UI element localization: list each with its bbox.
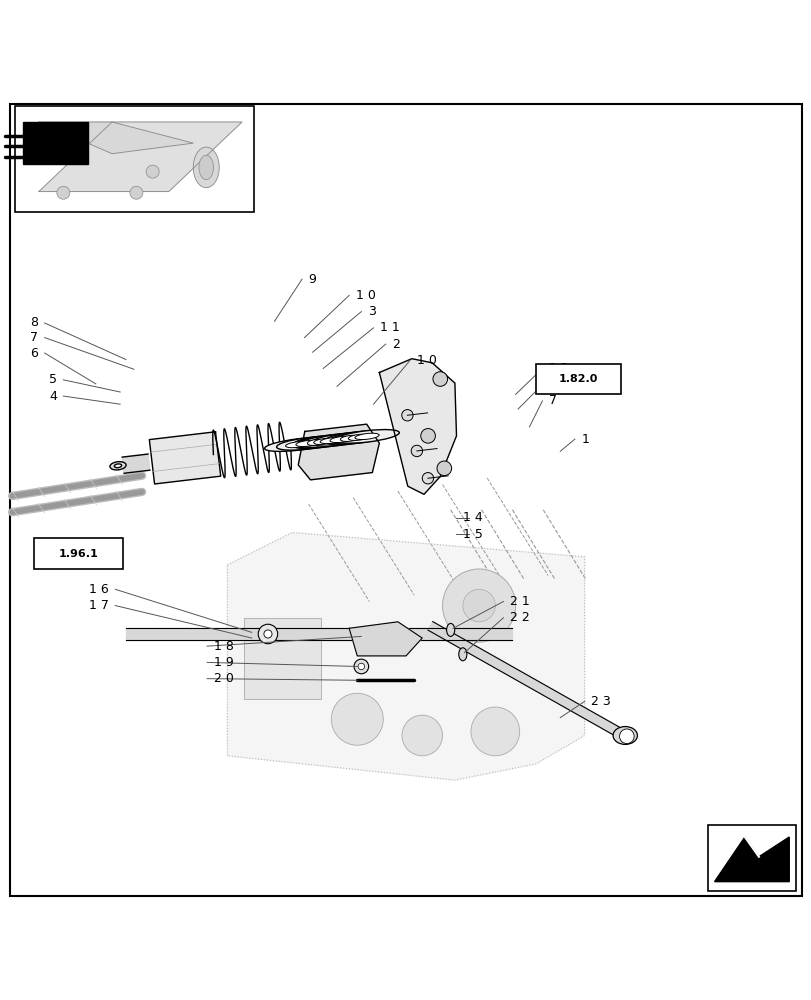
Circle shape <box>442 569 515 642</box>
Circle shape <box>331 693 383 745</box>
Ellipse shape <box>114 464 122 468</box>
Ellipse shape <box>354 659 368 674</box>
Polygon shape <box>39 122 242 191</box>
Polygon shape <box>298 424 379 480</box>
Text: 1.82.0: 1.82.0 <box>558 374 598 384</box>
Ellipse shape <box>358 663 364 670</box>
Text: 1 7: 1 7 <box>89 599 109 612</box>
Bar <box>34 538 123 569</box>
Text: 1 1: 1 1 <box>380 321 399 334</box>
Ellipse shape <box>193 147 219 188</box>
Bar <box>707 825 795 891</box>
Text: 1 5: 1 5 <box>462 528 482 541</box>
Polygon shape <box>714 837 788 882</box>
Polygon shape <box>227 532 584 780</box>
Text: 2 3: 2 3 <box>590 695 610 708</box>
Ellipse shape <box>324 432 375 445</box>
Text: 7: 7 <box>548 394 556 407</box>
Text: 2 2: 2 2 <box>509 611 529 624</box>
Circle shape <box>619 729 633 744</box>
Ellipse shape <box>264 438 332 451</box>
Ellipse shape <box>320 437 345 444</box>
Circle shape <box>57 186 70 199</box>
Circle shape <box>410 445 422 457</box>
Circle shape <box>422 473 433 484</box>
Ellipse shape <box>446 623 454 636</box>
Text: 2 0: 2 0 <box>213 672 233 685</box>
Circle shape <box>436 461 451 476</box>
Ellipse shape <box>313 438 334 445</box>
Text: 5: 5 <box>49 373 57 386</box>
Text: 2: 2 <box>392 338 400 351</box>
Text: 1 6: 1 6 <box>89 583 109 596</box>
Ellipse shape <box>277 437 337 450</box>
Bar <box>243 618 320 699</box>
Ellipse shape <box>340 435 359 441</box>
Text: 3: 3 <box>367 305 375 318</box>
Text: 1.96.1: 1.96.1 <box>59 549 98 559</box>
Polygon shape <box>379 359 456 494</box>
Ellipse shape <box>329 431 388 444</box>
Polygon shape <box>149 432 221 484</box>
Ellipse shape <box>311 433 371 446</box>
Polygon shape <box>349 622 422 656</box>
Ellipse shape <box>199 155 213 180</box>
Ellipse shape <box>295 435 353 448</box>
Text: 6: 6 <box>30 347 38 360</box>
Ellipse shape <box>295 440 318 447</box>
Text: 8: 8 <box>30 316 38 329</box>
Ellipse shape <box>293 436 337 449</box>
Ellipse shape <box>109 462 126 470</box>
Text: 2 1: 2 1 <box>509 595 529 608</box>
Text: 7: 7 <box>30 331 38 344</box>
Bar <box>535 364 620 394</box>
Ellipse shape <box>329 436 352 443</box>
Ellipse shape <box>298 433 367 447</box>
Bar <box>15 106 254 212</box>
Polygon shape <box>23 122 88 164</box>
Text: 1 9: 1 9 <box>213 656 233 669</box>
Text: 4: 4 <box>49 390 57 403</box>
Ellipse shape <box>348 434 369 440</box>
Text: 1 2: 1 2 <box>548 362 568 375</box>
Text: 1 4: 1 4 <box>462 511 482 524</box>
Circle shape <box>130 186 143 199</box>
Text: 1 3: 1 3 <box>548 378 568 391</box>
Text: 1 0: 1 0 <box>355 289 375 302</box>
Circle shape <box>470 707 519 756</box>
Text: 1 8: 1 8 <box>213 640 233 653</box>
Polygon shape <box>39 122 193 154</box>
Circle shape <box>462 589 495 622</box>
Circle shape <box>146 165 159 178</box>
Ellipse shape <box>334 430 399 443</box>
Circle shape <box>420 429 435 443</box>
Ellipse shape <box>612 727 637 744</box>
Circle shape <box>401 715 442 756</box>
Circle shape <box>264 630 272 638</box>
Ellipse shape <box>285 441 311 448</box>
Polygon shape <box>122 454 150 473</box>
Text: 1 0: 1 0 <box>416 354 436 367</box>
Ellipse shape <box>307 439 323 445</box>
Circle shape <box>258 624 277 644</box>
Text: 1: 1 <box>581 433 589 446</box>
Polygon shape <box>126 628 511 640</box>
Polygon shape <box>427 622 619 736</box>
Circle shape <box>57 147 70 160</box>
Ellipse shape <box>354 433 379 440</box>
Circle shape <box>432 372 447 386</box>
Circle shape <box>401 410 413 421</box>
Ellipse shape <box>458 648 466 661</box>
Text: 9: 9 <box>308 273 316 286</box>
